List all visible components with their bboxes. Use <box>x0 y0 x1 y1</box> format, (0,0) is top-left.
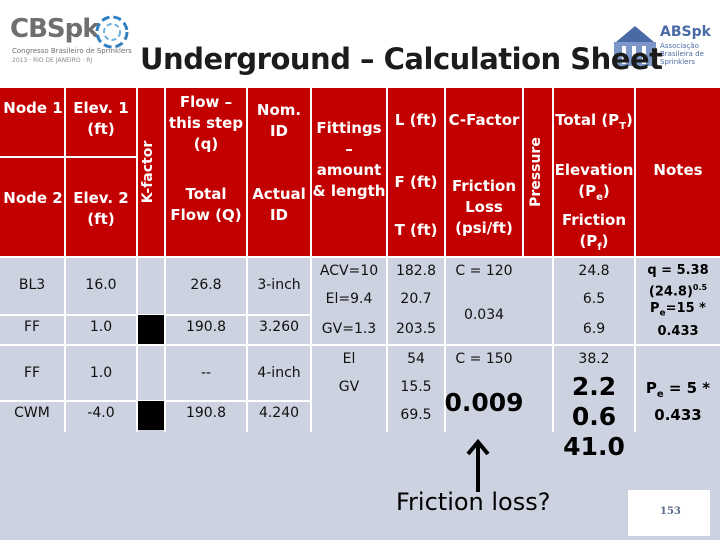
col-header-total-pt: Total (PT) <box>555 111 633 132</box>
note-2-line1: Pe = 5 * <box>645 379 711 400</box>
row2-pipe: 3.260 <box>258 319 300 335</box>
abspk-logo-line1: Associação Brasileira de Sprinklers <box>660 42 704 66</box>
row3-pipe: 4-inch <box>257 365 301 381</box>
note-1: q = 5.38 (24.8)0.5 Pe=15 * 0.433 <box>636 262 720 340</box>
elevation-pe-1: 6.5 <box>582 291 606 307</box>
row4-node: CWM <box>14 405 50 421</box>
length-l2: 54 <box>407 351 425 367</box>
col-divider <box>310 88 312 432</box>
header-bottom-line <box>0 256 720 258</box>
row3-node: FF <box>23 365 41 381</box>
note-1-line1: q = 5.38 <box>647 263 709 278</box>
fitting-gv2: GV <box>338 379 360 395</box>
fitting-acv: ACV=10 <box>319 263 379 279</box>
col-header-f-ft: F (ft) <box>394 173 438 191</box>
col-header-node1: Node 1 <box>3 99 63 117</box>
row-divider <box>0 344 310 346</box>
note-1-line4: 0.433 <box>657 323 699 339</box>
row4-elev: -4.0 <box>87 405 115 421</box>
row1-flow: 26.8 <box>190 277 222 293</box>
length-t2: 69.5 <box>400 407 432 423</box>
redacted-kfactor <box>138 401 164 430</box>
note-1-line2: (24.8)0.5 <box>648 283 708 300</box>
col-divider <box>444 88 446 432</box>
page-title: Underground – Calculation Sheet <box>140 42 663 76</box>
col-divider <box>246 88 248 432</box>
calc-table-header <box>0 88 720 256</box>
length-l1: 182.8 <box>395 263 437 279</box>
col-header-fittings: Fittings – amount & length <box>312 119 386 200</box>
friction-loss-2: 0.009 <box>444 388 524 417</box>
page-number-box <box>628 490 710 536</box>
total-pt-1: 24.8 <box>578 263 610 279</box>
friction-loss-1: 0.034 <box>463 307 505 323</box>
cbspk-swirl-icon <box>95 15 129 49</box>
row1-pipe: 3-inch <box>257 277 301 293</box>
col-header-c-factor: C-Factor <box>448 111 520 129</box>
slide-header: CBSpk Congresso Brasileiro de Sprinklers… <box>0 0 720 88</box>
col-header-total-flow: Total Flow (Q) <box>170 185 242 224</box>
length-t1: 203.5 <box>395 321 437 337</box>
col-header-kfactor: K-factor <box>140 140 156 204</box>
abspk-building-icon <box>614 26 656 66</box>
col-header-nom-id: Nom. ID <box>256 101 302 140</box>
fitting-gv: GV=1.3 <box>321 321 377 337</box>
row-divider <box>310 344 720 346</box>
col-header-pressure: Pressure <box>528 137 544 207</box>
redacted-kfactor <box>138 315 164 344</box>
col-header-flow-step: Flow – this step (q) <box>168 93 244 153</box>
row4-pipe: 4.240 <box>258 405 300 421</box>
length-f2: 15.5 <box>400 379 432 395</box>
row1-node: BL3 <box>18 277 46 293</box>
col-divider <box>634 88 636 432</box>
col-header-actual-id: Actual ID <box>252 185 306 224</box>
length-f1: 20.7 <box>400 291 432 307</box>
row4-flow: 190.8 <box>185 405 227 421</box>
header-divider <box>0 156 136 158</box>
c-factor-2: C = 150 <box>455 351 513 367</box>
col-divider <box>386 88 388 432</box>
col-header-notes: Notes <box>653 161 703 179</box>
fitting-el1: El=9.4 <box>325 291 373 307</box>
cbspk-logo-text: CBSpk <box>10 14 100 44</box>
col-header-t-ft: T (ft) <box>394 221 438 239</box>
c-factor-1: C = 120 <box>455 263 513 279</box>
col-divider <box>64 88 66 432</box>
page-number: 153 <box>660 506 681 517</box>
row2-flow: 190.8 <box>185 319 227 335</box>
col-header-l-ft: L (ft) <box>394 111 438 129</box>
cbspk-logo: CBSpk Congresso Brasileiro de Sprinklers… <box>10 14 140 66</box>
col-header-node2: Node 2 <box>3 189 63 207</box>
abspk-logo-text: ABSpk <box>660 24 711 40</box>
row2-elev: 1.0 <box>89 319 113 335</box>
row1-elev: 16.0 <box>85 277 117 293</box>
elevation-pe-2: 2.2 <box>571 372 617 401</box>
note-2: Pe = 5 * 0.433 <box>636 378 720 425</box>
friction-loss-annotation: Friction loss? <box>396 488 551 516</box>
col-divider <box>522 88 524 256</box>
fitting-el2: El <box>342 351 356 367</box>
col-divider <box>136 88 138 432</box>
row3-flow: -- <box>200 365 212 381</box>
note-2-line2: 0.433 <box>654 406 702 424</box>
row2-node: FF <box>23 319 41 335</box>
total-pt-2: 38.2 <box>578 351 610 367</box>
note-1-line3: Pe=15 * <box>650 301 706 319</box>
col-divider <box>164 88 166 432</box>
cbspk-logo-line2: 2013 · RIO DE JANEIRO · RJ <box>12 57 93 64</box>
friction-pf-2: 0.6 <box>571 402 617 431</box>
col-header-elev2: Elev. 2 (ft) <box>73 189 129 228</box>
col-header-friction-loss: Friction Loss (psi/ft) <box>451 177 516 237</box>
col-header-friction-pf: Friction (Pf) <box>561 211 626 253</box>
col-header-elevation-pe: Elevation (Pe) <box>554 161 634 203</box>
friction-pf-1: 6.9 <box>582 321 606 337</box>
col-header-elev1: Elev. 1 (ft) <box>73 99 129 138</box>
total-pressure-2: 41.0 <box>563 432 625 461</box>
up-arrow-icon <box>466 438 490 492</box>
row3-elev: 1.0 <box>89 365 113 381</box>
col-divider <box>552 88 554 432</box>
abspk-logo: ABSpk Associação Brasileira de Sprinkler… <box>612 14 712 66</box>
cbspk-logo-line1: Congresso Brasileiro de Sprinklers <box>12 47 132 55</box>
